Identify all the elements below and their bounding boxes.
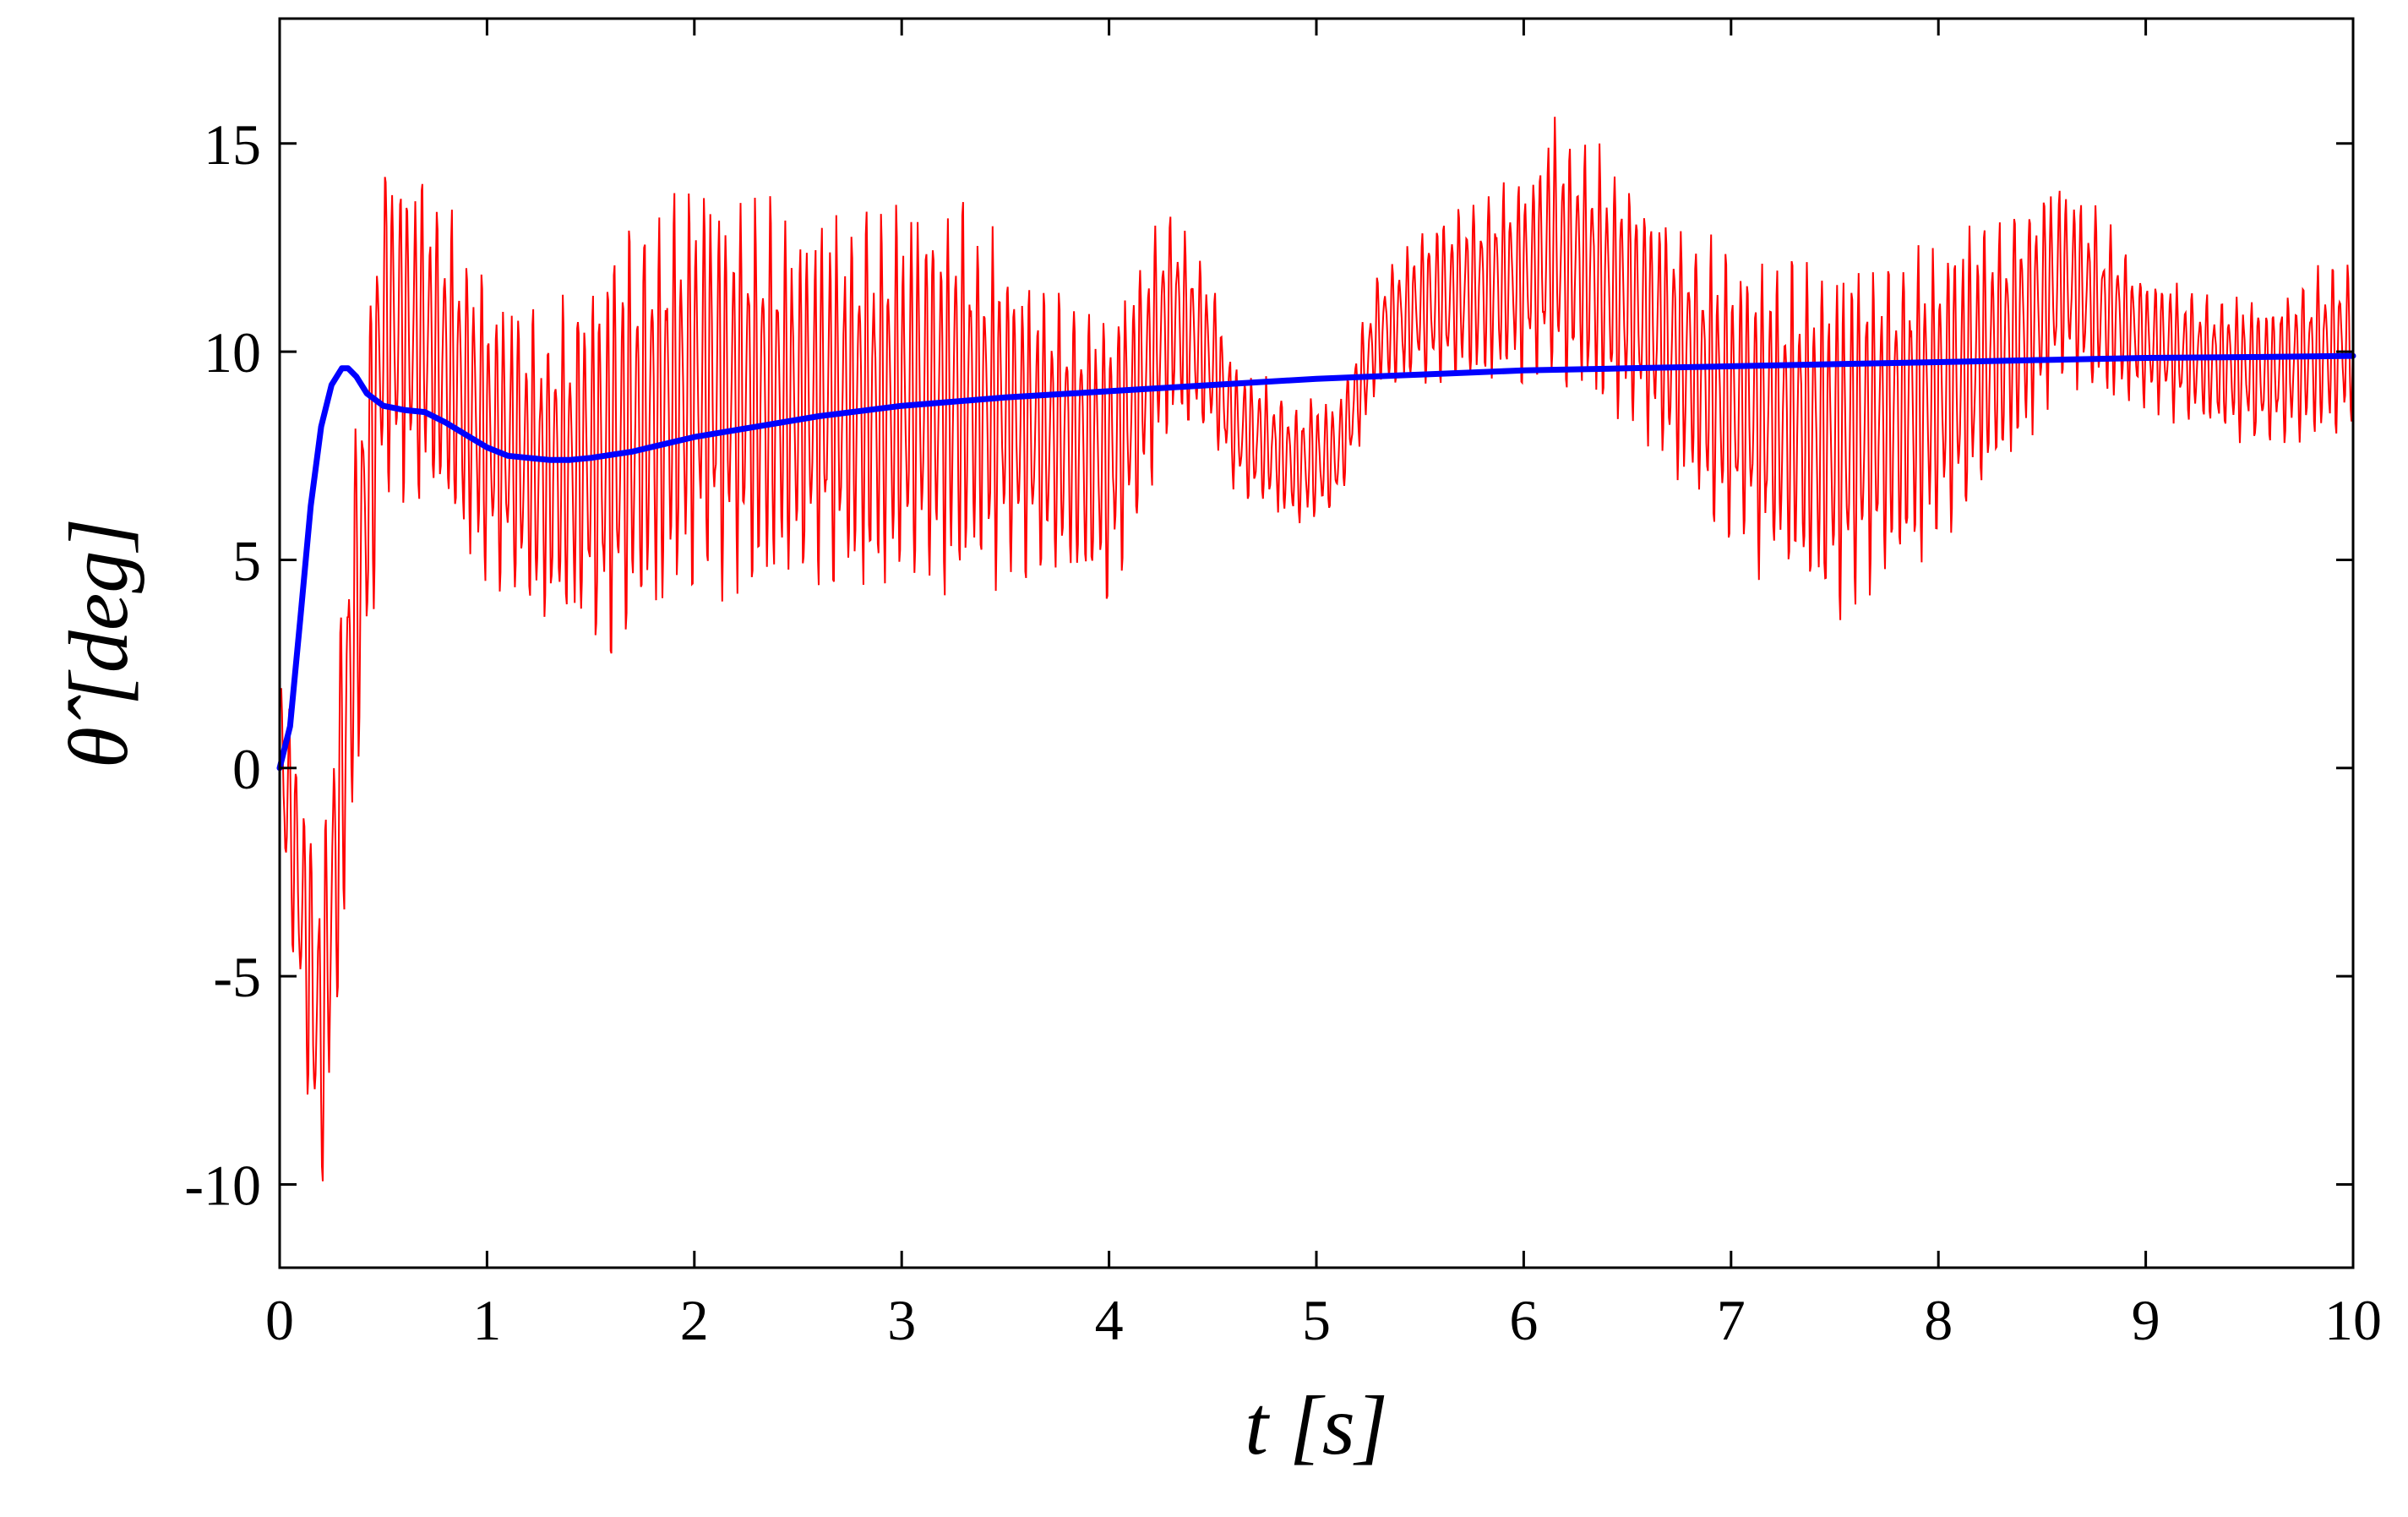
x-tick-label: 3 [887, 1288, 916, 1352]
axis-ticks [278, 19, 2355, 1268]
x-tick-label: 5 [1302, 1288, 1331, 1352]
y-tick-label: 15 [204, 112, 261, 177]
filtered-estimate-line [276, 352, 2356, 772]
y-tick-label: -5 [213, 945, 261, 1009]
x-tick-label: 6 [1509, 1288, 1538, 1352]
x-tick-label: 0 [265, 1288, 294, 1352]
x-tick-label: 2 [680, 1288, 709, 1352]
x-tick-label: 1 [472, 1288, 501, 1352]
y-axis-label: θ̂ [deg] [52, 518, 145, 768]
tick-labels: 0 1 2 3 4 5 6 7 8 9 10 -10 -5 0 5 10 15 [184, 112, 2382, 1352]
x-tick-label: 8 [1924, 1288, 1953, 1352]
x-tick-label: 4 [1095, 1288, 1124, 1352]
x-tick-label: 10 [2324, 1288, 2382, 1352]
y-tick-label: 0 [232, 737, 261, 801]
y-tick-label: -10 [184, 1153, 261, 1217]
y-tick-label: 5 [232, 528, 261, 592]
plot-frame [278, 17, 2355, 1269]
noisy-estimate-series [279, 117, 2354, 1181]
noisy-estimate-line [279, 117, 2354, 1181]
y-tick-label: 10 [204, 320, 261, 385]
x-tick-label: 9 [2132, 1288, 2160, 1352]
x-axis-label: t [s] [1245, 1378, 1388, 1472]
x-tick-label: 7 [1717, 1288, 1746, 1352]
filtered-estimate-series [276, 352, 2356, 772]
